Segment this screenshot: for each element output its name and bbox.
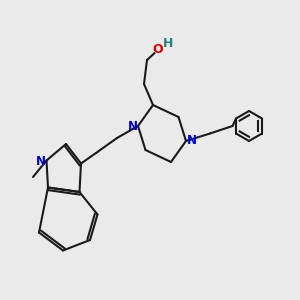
Text: N: N [186,134,197,148]
Text: H: H [163,37,173,50]
Text: O: O [152,43,163,56]
Text: N: N [36,155,46,169]
Text: N: N [128,119,138,133]
